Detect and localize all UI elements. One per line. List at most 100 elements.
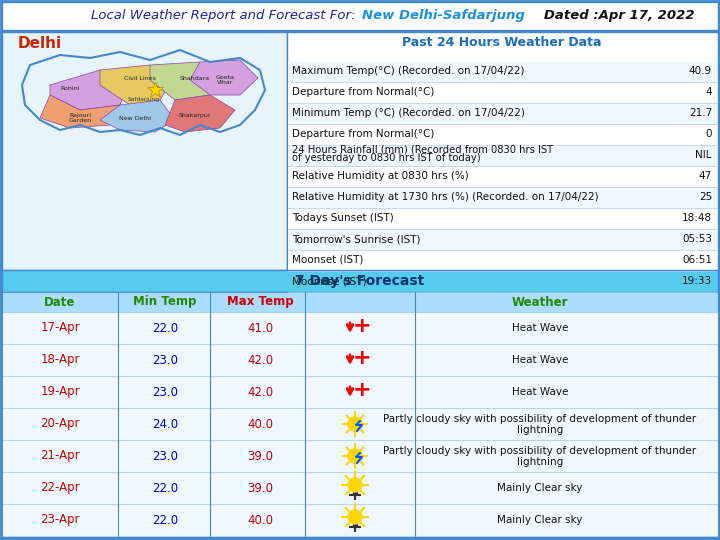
Text: 40.0: 40.0 <box>247 514 273 526</box>
Text: 22.0: 22.0 <box>152 321 178 334</box>
FancyBboxPatch shape <box>2 32 718 270</box>
Circle shape <box>348 510 362 524</box>
Text: Departure from Normal(°C): Departure from Normal(°C) <box>292 87 434 97</box>
Text: Safdarjung: Safdarjung <box>128 98 160 103</box>
Text: Date: Date <box>45 295 76 308</box>
Text: Rohini: Rohini <box>60 85 80 91</box>
Polygon shape <box>100 100 175 132</box>
Bar <box>288 167 717 187</box>
Text: Past 24 Hours Weather Data: Past 24 Hours Weather Data <box>402 37 602 50</box>
Polygon shape <box>50 70 130 110</box>
Text: Heat Wave: Heat Wave <box>512 387 568 397</box>
Bar <box>2 376 718 408</box>
Text: Partly cloudy sky with possibility of development of thunder: Partly cloudy sky with possibility of de… <box>384 414 696 424</box>
Text: 40.0: 40.0 <box>247 417 273 430</box>
Text: 18:48: 18:48 <box>682 213 712 223</box>
Bar <box>2 272 718 538</box>
Text: New Delhi: New Delhi <box>119 116 151 120</box>
Text: lightning: lightning <box>517 457 563 467</box>
Text: Moonset (IST): Moonset (IST) <box>292 255 364 265</box>
Text: 42.0: 42.0 <box>247 354 273 367</box>
Bar <box>288 104 717 124</box>
Bar <box>2 408 718 440</box>
Text: 18-Apr: 18-Apr <box>40 354 80 367</box>
Polygon shape <box>190 60 258 95</box>
Text: 23-Apr: 23-Apr <box>40 514 80 526</box>
Text: 23.0: 23.0 <box>152 386 178 399</box>
Bar <box>288 125 717 145</box>
Bar <box>288 83 717 103</box>
Text: 19:33: 19:33 <box>682 276 712 286</box>
Text: 24.0: 24.0 <box>152 417 178 430</box>
Text: +: + <box>353 380 372 400</box>
Text: Maximum Temp(°C) (Recorded. on 17/04/22): Maximum Temp(°C) (Recorded. on 17/04/22) <box>292 66 524 76</box>
FancyBboxPatch shape <box>2 2 718 30</box>
Text: Mainly Clear sky: Mainly Clear sky <box>498 515 582 525</box>
Text: 23.0: 23.0 <box>152 354 178 367</box>
Polygon shape <box>100 65 175 105</box>
Text: 21.7: 21.7 <box>689 108 712 118</box>
Text: 41.0: 41.0 <box>247 321 273 334</box>
Bar <box>2 440 718 472</box>
Circle shape <box>348 449 362 463</box>
Text: NIL: NIL <box>696 150 712 160</box>
Bar <box>2 472 718 504</box>
Bar <box>2 504 718 536</box>
FancyBboxPatch shape <box>287 32 718 270</box>
Text: 22.0: 22.0 <box>152 514 178 526</box>
Text: 39.0: 39.0 <box>247 482 273 495</box>
Text: Local Weather Report and Forecast For:: Local Weather Report and Forecast For: <box>91 10 360 23</box>
Bar <box>288 230 717 250</box>
Text: Geeta
Vihar: Geeta Vihar <box>215 75 235 85</box>
Bar <box>288 272 717 292</box>
Text: 22-Apr: 22-Apr <box>40 482 80 495</box>
Text: +: + <box>353 316 372 336</box>
Circle shape <box>348 417 362 431</box>
Text: 06:51: 06:51 <box>682 255 712 265</box>
Text: 20-Apr: 20-Apr <box>40 417 80 430</box>
Text: Dated :Apr 17, 2022: Dated :Apr 17, 2022 <box>530 10 695 23</box>
Text: Civil Lines: Civil Lines <box>124 76 156 80</box>
Text: Delhi: Delhi <box>18 36 62 51</box>
Text: of yesterday to 0830 hrs IST of today): of yesterday to 0830 hrs IST of today) <box>292 153 481 163</box>
Text: lightning: lightning <box>517 425 563 435</box>
Text: 42.0: 42.0 <box>247 386 273 399</box>
Text: 24 Hours Rainfall (mm) (Recorded from 0830 hrs IST: 24 Hours Rainfall (mm) (Recorded from 08… <box>292 145 553 155</box>
Text: Departure from Normal(°C): Departure from Normal(°C) <box>292 129 434 139</box>
Text: Tomorrow's Sunrise (IST): Tomorrow's Sunrise (IST) <box>292 234 420 244</box>
Bar <box>2 270 718 292</box>
Text: New Delhi-Safdarjung: New Delhi-Safdarjung <box>362 10 525 23</box>
Text: 21-Apr: 21-Apr <box>40 449 80 462</box>
Text: 05:53: 05:53 <box>682 234 712 244</box>
Text: 22.0: 22.0 <box>152 482 178 495</box>
Bar <box>2 344 718 376</box>
Text: 40.9: 40.9 <box>689 66 712 76</box>
Text: Relative Humidity at 0830 hrs (%): Relative Humidity at 0830 hrs (%) <box>292 171 469 181</box>
Text: +: + <box>353 348 372 368</box>
Text: Moonrise (IST): Moonrise (IST) <box>292 276 366 286</box>
Text: Mainly Clear sky: Mainly Clear sky <box>498 483 582 493</box>
Text: Max Temp: Max Temp <box>227 295 293 308</box>
Text: 0: 0 <box>706 129 712 139</box>
Text: Rajouri
Garden: Rajouri Garden <box>68 113 91 124</box>
Polygon shape <box>40 95 120 128</box>
Text: 4: 4 <box>706 87 712 97</box>
Polygon shape <box>150 62 225 100</box>
Text: Shakarpur: Shakarpur <box>179 112 211 118</box>
Text: 7 Day's Forecast: 7 Day's Forecast <box>295 274 425 288</box>
Text: Relative Humidity at 1730 hrs (%) (Recorded. on 17/04/22): Relative Humidity at 1730 hrs (%) (Recor… <box>292 192 598 202</box>
Bar <box>288 209 717 229</box>
Text: Heat Wave: Heat Wave <box>512 323 568 333</box>
Bar <box>288 62 717 82</box>
Text: Min Temp: Min Temp <box>133 295 197 308</box>
Text: 25: 25 <box>698 192 712 202</box>
Text: Todays Sunset (IST): Todays Sunset (IST) <box>292 213 394 223</box>
Text: 23.0: 23.0 <box>152 449 178 462</box>
Text: Partly cloudy sky with possibility of development of thunder: Partly cloudy sky with possibility of de… <box>384 446 696 456</box>
Bar <box>288 251 717 271</box>
Text: Shahdara: Shahdara <box>180 76 210 80</box>
FancyBboxPatch shape <box>2 32 287 270</box>
Text: 19-Apr: 19-Apr <box>40 386 80 399</box>
Text: 47: 47 <box>698 171 712 181</box>
Polygon shape <box>165 95 235 132</box>
